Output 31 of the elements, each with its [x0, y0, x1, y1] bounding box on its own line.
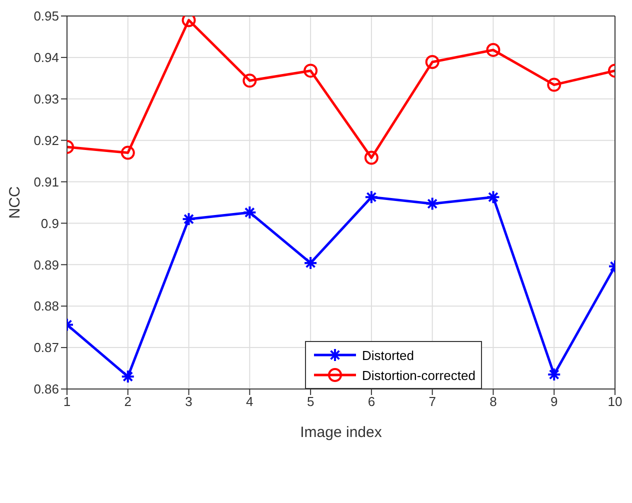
- x-tick-label: 8: [490, 394, 497, 410]
- x-tick-label: 10: [608, 394, 622, 410]
- x-axis-title: Image index: [300, 424, 382, 441]
- y-tick-label: 0.9: [40, 216, 59, 231]
- point: [364, 150, 378, 165]
- x-tick-label: 3: [185, 394, 192, 410]
- y-tick-label: 0.88: [34, 298, 59, 314]
- point: [547, 78, 562, 92]
- point: [120, 146, 135, 160]
- point: [425, 55, 440, 70]
- x-tick-label: 9: [550, 394, 558, 410]
- x-tick-label: 4: [246, 394, 254, 410]
- y-tick-label: 0.95: [34, 8, 59, 24]
- y-tick-label: 0.91: [34, 174, 59, 190]
- y-tick-label: 0.86: [34, 382, 59, 397]
- y-tick-label: 0.93: [34, 92, 59, 107]
- y-axis-title: NCC: [6, 186, 24, 219]
- point: [304, 64, 318, 78]
- x-tick-label: 2: [124, 394, 132, 410]
- point: [486, 42, 500, 57]
- y-tick-label: 0.89: [34, 257, 59, 272]
- y-tick-label: 0.94: [34, 50, 59, 66]
- y-tick-label: 0.92: [34, 132, 59, 148]
- x-tick-label: 1: [63, 394, 71, 410]
- legend-label: Distortion-corrected: [362, 368, 476, 382]
- legend-label: Distorted: [362, 348, 414, 362]
- point: [242, 74, 257, 88]
- x-tick-label: 6: [368, 394, 376, 410]
- y-tick-label: 0.87: [34, 340, 59, 356]
- x-tick-label: 7: [428, 394, 436, 410]
- x-tick-label: 5: [306, 394, 314, 410]
